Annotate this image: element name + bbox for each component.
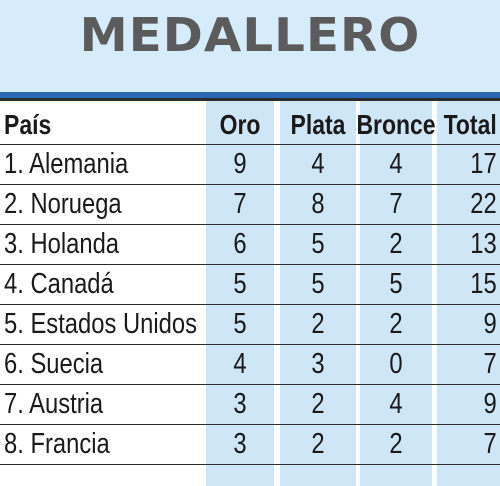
gold-cell: 5 bbox=[233, 268, 247, 300]
title-rule-blue bbox=[0, 92, 500, 98]
country-cell: 3. Holanda bbox=[4, 228, 120, 260]
gold-cell: 6 bbox=[233, 228, 247, 260]
title-rule-dark bbox=[0, 98, 500, 101]
bronze-cell: 2 bbox=[389, 228, 403, 260]
table-row: 2. Noruega 7 8 7 22 bbox=[0, 185, 500, 225]
header-bronze: Bronce bbox=[356, 108, 436, 140]
silver-cell: 2 bbox=[311, 308, 325, 340]
table-header-row: País Oro Plata Bronce Total bbox=[0, 105, 500, 145]
country-cell: 1. Alemania bbox=[4, 148, 129, 180]
country-cell: 4. Canadá bbox=[4, 268, 114, 300]
total-cell: 15 bbox=[470, 268, 497, 300]
gold-cell: 3 bbox=[233, 428, 247, 460]
table-row: 6. Suecia 4 3 0 7 bbox=[0, 345, 500, 385]
total-cell: 17 bbox=[470, 148, 497, 180]
bronze-cell: 4 bbox=[389, 148, 403, 180]
total-cell: 9 bbox=[483, 308, 497, 340]
silver-cell: 4 bbox=[311, 148, 325, 180]
country-cell: 6. Suecia bbox=[4, 348, 104, 380]
country-cell: 2. Noruega bbox=[4, 188, 122, 220]
table-row: 1. Alemania 9 4 4 17 bbox=[0, 145, 500, 185]
silver-cell: 2 bbox=[311, 428, 325, 460]
gold-cell: 3 bbox=[233, 388, 247, 420]
table-row: 7. Austria 3 2 4 9 bbox=[0, 385, 500, 425]
gold-cell: 7 bbox=[233, 188, 247, 220]
country-cell: 8. Francia bbox=[4, 428, 110, 460]
bronze-cell: 2 bbox=[389, 308, 403, 340]
silver-column-shading bbox=[280, 101, 356, 486]
country-cell: 7. Austria bbox=[4, 388, 104, 420]
header-total: Total bbox=[443, 108, 497, 140]
table-row: 3. Holanda 6 5 2 13 bbox=[0, 225, 500, 265]
gold-cell: 9 bbox=[233, 148, 247, 180]
silver-cell: 5 bbox=[311, 228, 325, 260]
total-cell: 7 bbox=[483, 428, 497, 460]
header-gold: Oro bbox=[219, 108, 261, 140]
bronze-cell: 4 bbox=[389, 388, 403, 420]
silver-cell: 8 bbox=[311, 188, 325, 220]
bronze-column-shading bbox=[360, 101, 432, 486]
silver-cell: 3 bbox=[311, 348, 325, 380]
table-row: 4. Canadá 5 5 5 15 bbox=[0, 265, 500, 305]
page-title: MEDALLERO bbox=[79, 8, 421, 62]
silver-cell: 5 bbox=[311, 268, 325, 300]
total-cell: 22 bbox=[470, 188, 497, 220]
total-column-shading bbox=[437, 101, 500, 486]
header-silver: Plata bbox=[290, 108, 346, 140]
bronze-cell: 7 bbox=[389, 188, 403, 220]
header-country: País bbox=[4, 108, 52, 140]
gold-cell: 5 bbox=[233, 308, 247, 340]
total-cell: 7 bbox=[483, 348, 497, 380]
total-cell: 9 bbox=[483, 388, 497, 420]
silver-cell: 2 bbox=[311, 388, 325, 420]
bronze-cell: 5 bbox=[389, 268, 403, 300]
gold-cell: 4 bbox=[233, 348, 247, 380]
bronze-cell: 2 bbox=[389, 428, 403, 460]
gold-column-shading bbox=[206, 101, 274, 486]
total-cell: 13 bbox=[470, 228, 497, 260]
title-band bbox=[0, 0, 500, 92]
country-cell: 5. Estados Unidos bbox=[4, 308, 197, 340]
table-row: 5. Estados Unidos 5 2 2 9 bbox=[0, 305, 500, 345]
table-row: 8. Francia 3 2 2 7 bbox=[0, 425, 500, 465]
bronze-cell: 0 bbox=[389, 348, 403, 380]
